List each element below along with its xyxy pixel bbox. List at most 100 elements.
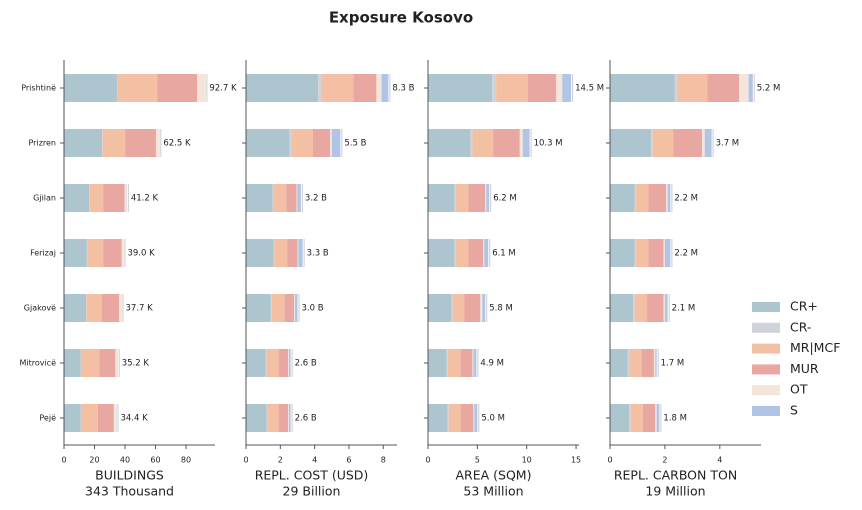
total-label: 2.1 M (672, 304, 696, 314)
bar-segment (474, 404, 478, 432)
bar-segment (103, 239, 122, 267)
bar-segment (664, 239, 671, 267)
legend-swatch (752, 302, 780, 312)
bar-segment (610, 294, 634, 322)
bar-segment (454, 239, 456, 267)
bar-segment (274, 239, 288, 267)
legend-swatch (752, 364, 780, 375)
bar-segment (428, 129, 471, 157)
bar-segment (246, 239, 274, 267)
bar-segment (331, 129, 341, 157)
bar-segment (666, 184, 668, 212)
bar-segment (278, 349, 289, 377)
total-label: 2.6 B (295, 359, 317, 369)
bar-segment (468, 239, 484, 267)
bar-segment (272, 184, 274, 212)
bar-segment (119, 294, 122, 322)
bar-segment (273, 239, 275, 267)
bar-segment (451, 294, 453, 322)
bar-segment (246, 184, 273, 212)
total-label: 5.8 M (489, 304, 513, 314)
bar-segment (298, 239, 303, 267)
bar-segment (610, 129, 652, 157)
legend-label: OT (790, 382, 808, 397)
bar-segment (97, 404, 114, 432)
bar-segment (483, 239, 485, 267)
bar-segment (115, 349, 118, 377)
bar-segment (480, 294, 483, 322)
bar-segment (271, 294, 285, 322)
x-tick-label: 6 (346, 456, 351, 465)
bar-segment (527, 74, 557, 102)
bar-segment (288, 404, 289, 432)
x-tick-label: 15 (571, 456, 581, 465)
legend-swatch (752, 385, 780, 396)
total-label: 5.2 M (757, 84, 781, 94)
bar-segment (64, 349, 81, 377)
bar-segment (647, 294, 664, 322)
bar-segment (353, 74, 377, 102)
legend-label: S (790, 403, 798, 418)
total-label: 14.5 M (575, 84, 604, 94)
legend-swatch (752, 322, 780, 333)
bar-segment (87, 239, 104, 267)
total-label: 2.6 B (295, 414, 317, 424)
legend-label: MR|MCF (790, 340, 840, 355)
bar-segment (460, 404, 474, 432)
y-tick-label: Gjakovë (24, 304, 56, 313)
bar-segment (266, 349, 279, 377)
bar-segment (266, 404, 268, 432)
total-label: 5.5 B (344, 139, 366, 149)
bar-segment (288, 404, 291, 432)
bar-segment (89, 184, 104, 212)
bar-segment (452, 294, 465, 322)
x-axis-label: BUILDINGS (95, 468, 164, 483)
bar-segment (641, 349, 654, 377)
bar-segment (246, 129, 290, 157)
bar-segment (157, 74, 198, 102)
total-label: 37.7 K (126, 304, 154, 314)
bar-segment (677, 74, 708, 102)
bar-segment (748, 74, 753, 102)
total-label: 4.9 M (480, 359, 504, 369)
x-tick-label: 80 (181, 456, 191, 465)
bar-segment (246, 294, 271, 322)
bar-segment (655, 349, 657, 377)
bar-segment (113, 404, 117, 432)
bar-segment (484, 239, 489, 267)
bar-segment (64, 74, 118, 102)
total-label: 34.4 K (120, 414, 148, 424)
x-tick-label: 2 (278, 456, 283, 465)
bar-segment (496, 74, 528, 102)
bar-segment (286, 184, 297, 212)
bar-segment (321, 74, 354, 102)
bar-segment (634, 294, 648, 322)
bar-segment (656, 404, 660, 432)
total-label: 3.2 B (305, 194, 327, 204)
total-label: 5.0 M (481, 414, 505, 424)
bar-segment (664, 294, 668, 322)
bar-segment (265, 349, 267, 377)
legend-swatch (752, 406, 780, 416)
bar-segment (447, 404, 449, 432)
bar-segment (473, 404, 475, 432)
bar-segment (103, 184, 125, 212)
y-tick-label: Mitrovicë (19, 359, 56, 368)
total-label: 35.2 K (122, 359, 150, 369)
bar-segment (99, 349, 116, 377)
bar-segment (101, 294, 120, 322)
legend-label: MUR (790, 361, 819, 376)
y-tick-label: Prishtinë (21, 84, 56, 93)
bar-segment (610, 239, 635, 267)
bar-segment (492, 74, 497, 102)
bar-segment (124, 184, 127, 212)
bar-segment (470, 129, 473, 157)
bar-segment (297, 239, 299, 267)
bar-segment (472, 129, 494, 157)
bar-segment (556, 74, 563, 102)
bar-segment (381, 74, 389, 102)
bar-segment (428, 404, 448, 432)
chart-title: Exposure Kosovo (329, 9, 473, 27)
y-tick-label: Prizren (29, 139, 57, 148)
